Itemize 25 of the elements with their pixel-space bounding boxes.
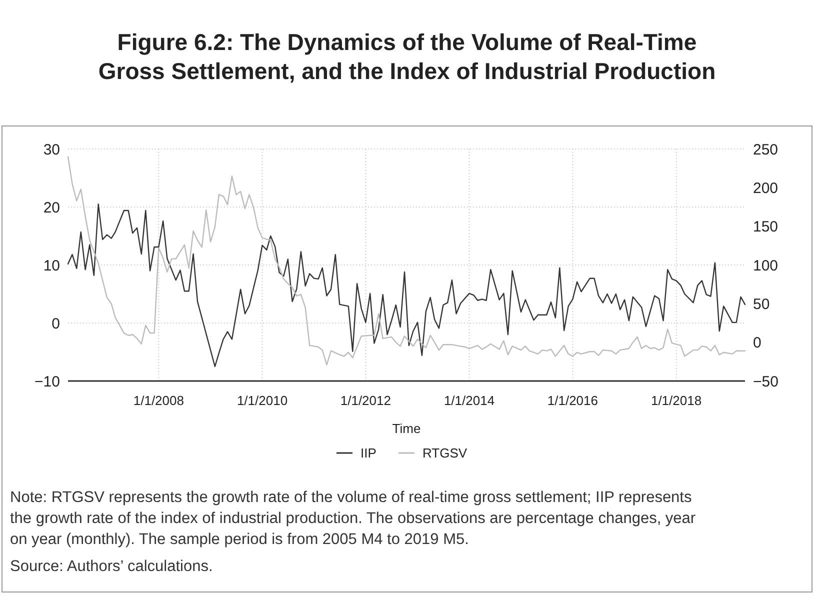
y-tick-label: 10 [43,257,60,274]
x-tick-label: 1/1/2012 [340,393,391,408]
y2-tick-label: 100 [753,257,778,274]
y-tick-label: 0 [52,315,60,332]
line-series [67,204,746,368]
y-tick-label: 20 [43,199,60,216]
x-tick-label: 1/1/2010 [236,393,288,408]
legend-label: RTGSV [422,446,468,461]
y2-tick-label: 200 [753,180,778,197]
y2-tick-label: 150 [753,218,778,236]
source-note: Source: Authors’ calculations. [10,558,213,575]
x-tick-label: 1/1/2014 [444,393,495,408]
y-tick-label: 30 [43,141,60,158]
y2-tick-label: 50 [753,296,770,313]
x-tick-label: 1/1/2018 [650,393,702,408]
x-axis-title: Time [392,421,421,436]
text: Note: RTGSV represents the growth rate of the volume of real-time gross settlement; IIP represents the growth rate of the index of industrial production. The observations are percentage changes, year on year (monthly). The sample period is from 2005 M4 to 2019 M5. [10,489,696,548]
legend-label: IIP [360,446,376,461]
x-tick-label: 1/1/2016 [547,393,598,408]
y2-tick-label: 250 [753,141,778,158]
x-tick-label: 1/1/2008 [133,393,184,408]
y2-tick-label: −50 [753,373,778,390]
y2-tick-label: 0 [753,334,762,352]
chart-title: Figure 6.2: The Dynamics of the Volume of Real-Time Gross Settlement, and the Index of Industrial Production [98,29,716,84]
y-tick-label: −10 [34,373,60,390]
